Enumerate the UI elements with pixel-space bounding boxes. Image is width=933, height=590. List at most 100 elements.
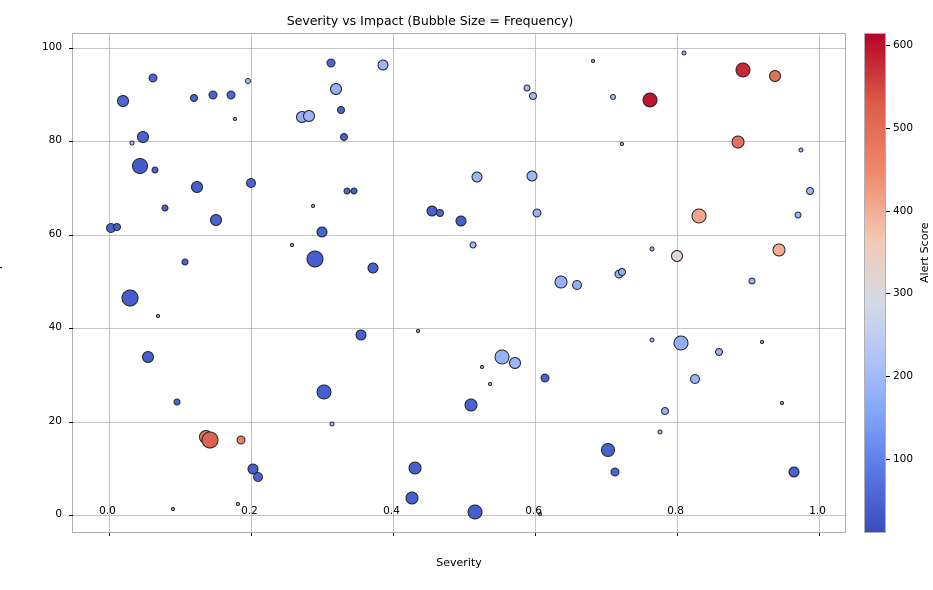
data-point <box>141 350 154 363</box>
y-tick <box>69 421 73 423</box>
data-point <box>367 262 379 274</box>
data-point <box>121 289 139 307</box>
data-point <box>311 203 315 208</box>
data-point <box>131 158 148 175</box>
data-point <box>189 94 198 103</box>
data-point <box>161 204 169 212</box>
data-point <box>691 208 707 224</box>
colorbar-tick <box>886 293 890 295</box>
colorbar-label: Alert Score <box>918 222 931 284</box>
gridline-horizontal <box>73 141 845 143</box>
data-point <box>436 208 445 217</box>
x-tick <box>392 532 394 536</box>
data-point <box>405 491 419 505</box>
colorbar-tick <box>886 128 890 130</box>
data-point <box>455 215 467 227</box>
data-point <box>540 373 549 383</box>
data-point <box>245 177 256 188</box>
data-point <box>343 187 351 195</box>
data-point <box>794 211 802 219</box>
gridline-vertical <box>676 34 678 532</box>
data-point <box>681 50 687 56</box>
data-point <box>336 106 345 115</box>
data-point <box>350 187 358 195</box>
data-point <box>673 335 689 351</box>
x-tick <box>818 532 820 536</box>
gridline-horizontal <box>73 328 845 330</box>
y-tick <box>69 48 73 50</box>
data-point <box>464 398 478 412</box>
x-tick-label: 0.6 <box>525 505 542 517</box>
data-point <box>526 170 538 182</box>
colorbar-tick-label: 200 <box>893 369 914 382</box>
gridline-horizontal <box>73 48 845 50</box>
data-point <box>690 373 701 384</box>
colorbar-tick <box>886 375 890 377</box>
colorbar-gradient <box>864 33 886 533</box>
colorbar-tick <box>886 458 890 460</box>
data-point <box>289 243 294 248</box>
data-point <box>208 90 218 100</box>
gridline-horizontal <box>73 234 845 236</box>
y-tick-label: 20 <box>48 414 62 427</box>
data-point <box>316 226 328 238</box>
data-point <box>117 94 130 107</box>
data-point <box>377 59 389 71</box>
data-point <box>253 471 264 482</box>
x-tick-label: 0.2 <box>241 505 258 517</box>
data-point <box>173 398 181 406</box>
data-point <box>591 58 596 63</box>
data-point <box>610 467 620 477</box>
data-point <box>715 347 724 356</box>
y-axis-label: Impact <box>0 244 3 283</box>
data-point <box>609 93 616 100</box>
plot-area <box>69 33 846 536</box>
data-point <box>670 249 683 262</box>
y-tick-label: 80 <box>48 134 62 147</box>
data-point <box>190 181 203 194</box>
x-tick-label: 1.0 <box>809 505 826 517</box>
colorbar-tick-label: 500 <box>893 122 914 135</box>
data-point <box>554 275 568 289</box>
data-point <box>151 166 159 173</box>
data-point <box>316 384 332 400</box>
data-point <box>617 268 626 277</box>
data-point <box>657 429 663 435</box>
data-point <box>247 463 259 475</box>
y-tick <box>69 515 73 517</box>
data-point <box>113 223 122 232</box>
gridline-vertical <box>818 34 820 532</box>
x-tick <box>250 532 252 536</box>
data-point <box>171 506 176 511</box>
data-point <box>572 279 583 290</box>
data-point <box>339 132 348 141</box>
data-point <box>355 329 367 341</box>
gridline-horizontal <box>73 515 845 517</box>
y-tick-label: 100 <box>41 41 62 54</box>
y-tick-label: 60 <box>48 227 62 240</box>
gridline-vertical <box>250 34 252 532</box>
y-tick <box>69 328 73 330</box>
y-tick <box>69 141 73 143</box>
colorbar-tick-label: 300 <box>893 287 914 300</box>
x-tick <box>676 532 678 536</box>
data-point <box>148 73 158 83</box>
data-point <box>772 243 786 257</box>
data-point <box>768 70 781 83</box>
data-point <box>642 92 658 108</box>
data-point <box>467 504 483 520</box>
data-point <box>136 130 149 143</box>
data-point <box>306 250 324 268</box>
data-point <box>806 186 815 195</box>
data-point <box>494 349 510 365</box>
colorbar-tick <box>886 45 890 47</box>
data-point <box>244 78 251 85</box>
data-point <box>129 140 135 146</box>
colorbar-tick-label: 100 <box>893 452 914 465</box>
gridline-horizontal <box>73 421 845 423</box>
x-tick <box>534 532 536 536</box>
data-point <box>660 407 669 416</box>
data-point <box>226 90 236 100</box>
data-point <box>303 110 316 123</box>
